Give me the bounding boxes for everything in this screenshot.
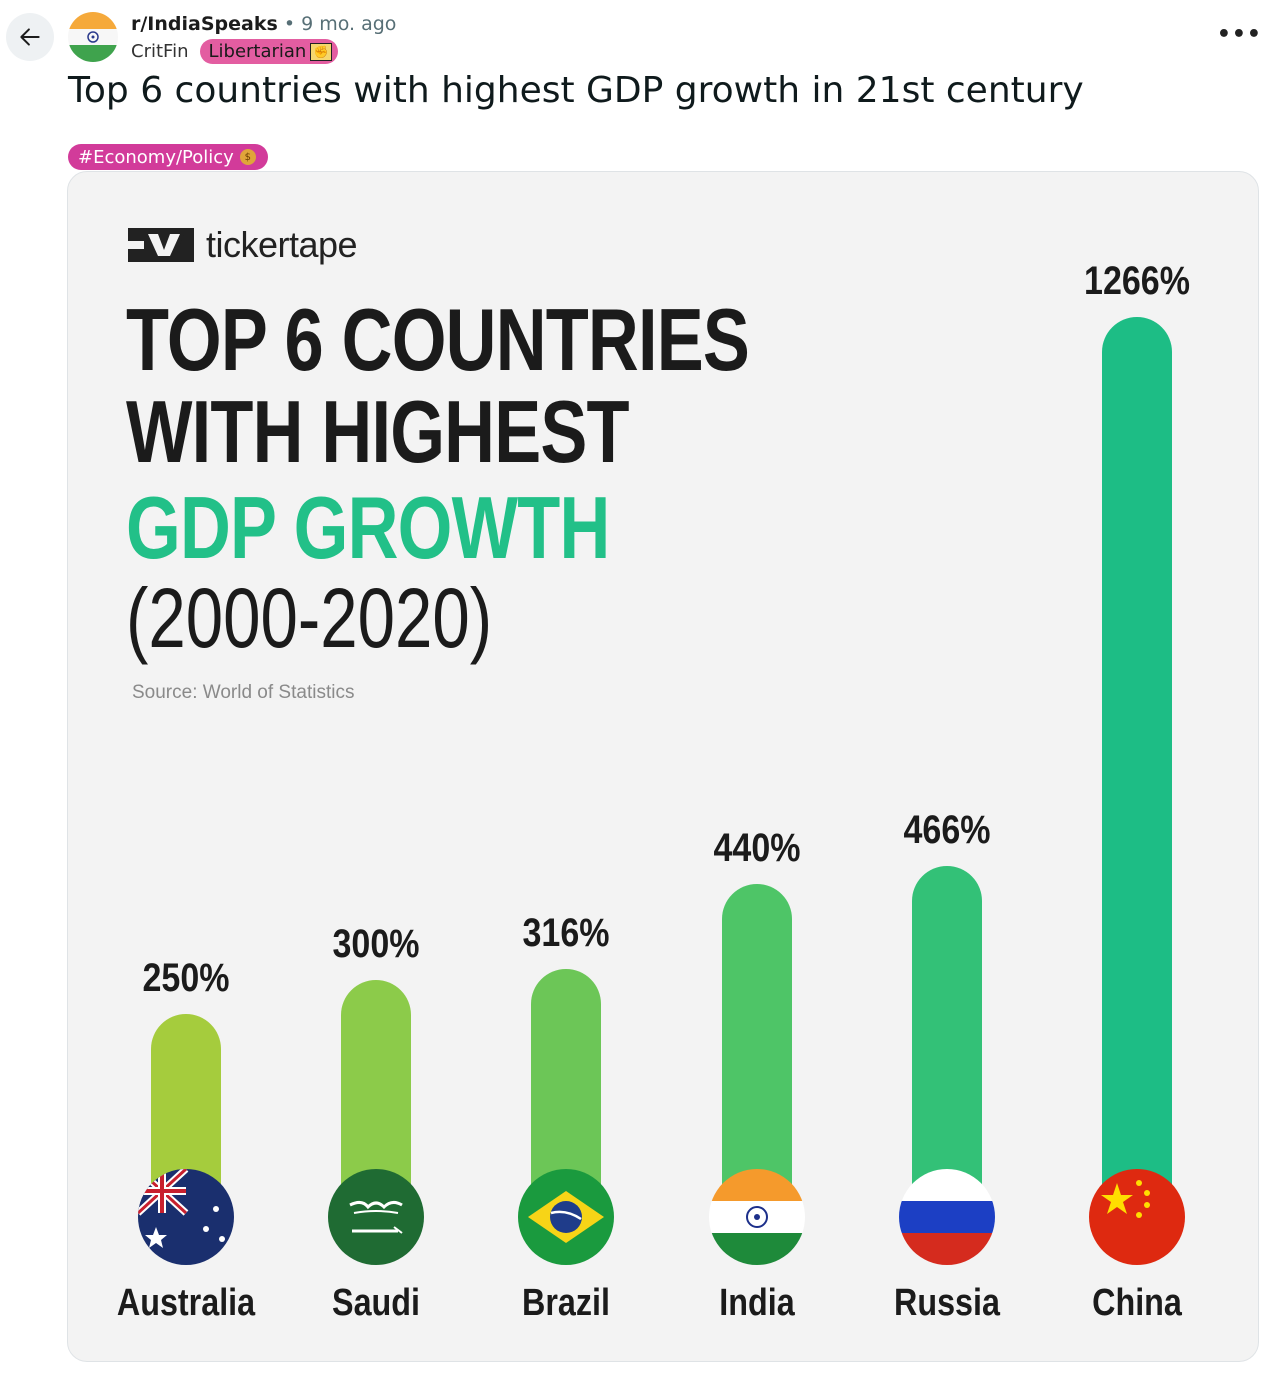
infographic-title-line2: WITH HIGHEST	[126, 382, 630, 481]
category-label-saudi: Saudi	[332, 1282, 420, 1324]
value-label-australia: 250%	[142, 956, 230, 1000]
russia-flag-icon	[899, 1169, 995, 1265]
value-label-brazil: 316%	[522, 910, 610, 955]
post-flair-label: #Economy/Policy	[78, 146, 234, 168]
bar-russia	[912, 865, 982, 1217]
infographic-title-line3: GDP GROWTH	[126, 478, 610, 577]
back-button[interactable]	[6, 13, 54, 61]
category-label-india: India	[719, 1282, 795, 1324]
subreddit-name[interactable]: r/IndiaSpeaks	[131, 13, 278, 35]
india-flag-icon	[709, 1169, 805, 1265]
more-options-button[interactable]: •••	[1217, 22, 1262, 47]
post-flair[interactable]: #Economy/Policy $	[68, 144, 268, 170]
value-label-china: 1266%	[1084, 259, 1190, 303]
gdp-growth-chart: 250% Australia 300% Saudi 316% Brazil 440% Indi…	[68, 172, 1258, 1361]
infographic-title-line4: (2000-2020)	[126, 571, 493, 665]
bar-india	[722, 883, 792, 1217]
category-label-australia: Australia	[116, 1282, 256, 1324]
post-title[interactable]: Top 6 countries with highest GDP growth …	[68, 70, 1084, 111]
infographic-title-line1: TOP 6 COUNTRIES	[126, 290, 750, 389]
author-line: CritFin Libertarian ✊	[131, 39, 339, 64]
post-time: 9 mo. ago	[301, 13, 397, 35]
money-bag-icon: $	[239, 149, 256, 165]
subreddit-avatar[interactable]	[68, 12, 118, 62]
more-options-icon: •••	[1216, 22, 1262, 47]
brand-name: tickertape	[206, 224, 358, 265]
author-name[interactable]: CritFin	[131, 41, 189, 62]
post-image[interactable]: tickertape TOP 6 COUNTRIES WITH HIGHEST …	[67, 171, 1259, 1362]
brazil-flag-icon	[518, 1169, 614, 1265]
libertarian-emoji-icon: ✊	[310, 42, 333, 61]
china-flag-icon	[1089, 1169, 1185, 1265]
value-label-india: 440%	[713, 825, 801, 870]
infographic-source: Source: World of Statistics	[132, 682, 355, 703]
value-label-saudi: 300%	[332, 921, 420, 966]
category-label-russia: Russia	[894, 1282, 1000, 1324]
tickertape-logo-icon	[128, 228, 194, 262]
india-flag-avatar-icon	[68, 12, 118, 62]
category-label-china: China	[1092, 1282, 1182, 1324]
user-flair: Libertarian ✊	[200, 39, 339, 64]
brand: tickertape	[128, 224, 358, 266]
saudi-flag-icon	[328, 1169, 424, 1265]
post-meta: r/IndiaSpeaks • 9 mo. ago	[131, 13, 396, 35]
user-flair-label: Libertarian	[208, 41, 307, 62]
category-label-brazil: Brazil	[522, 1282, 610, 1324]
bar-china	[1102, 317, 1172, 1217]
value-label-russia: 466%	[903, 807, 991, 852]
arrow-left-icon	[20, 28, 40, 46]
meta-separator: •	[283, 13, 296, 35]
australia-flag-icon	[138, 1169, 234, 1265]
